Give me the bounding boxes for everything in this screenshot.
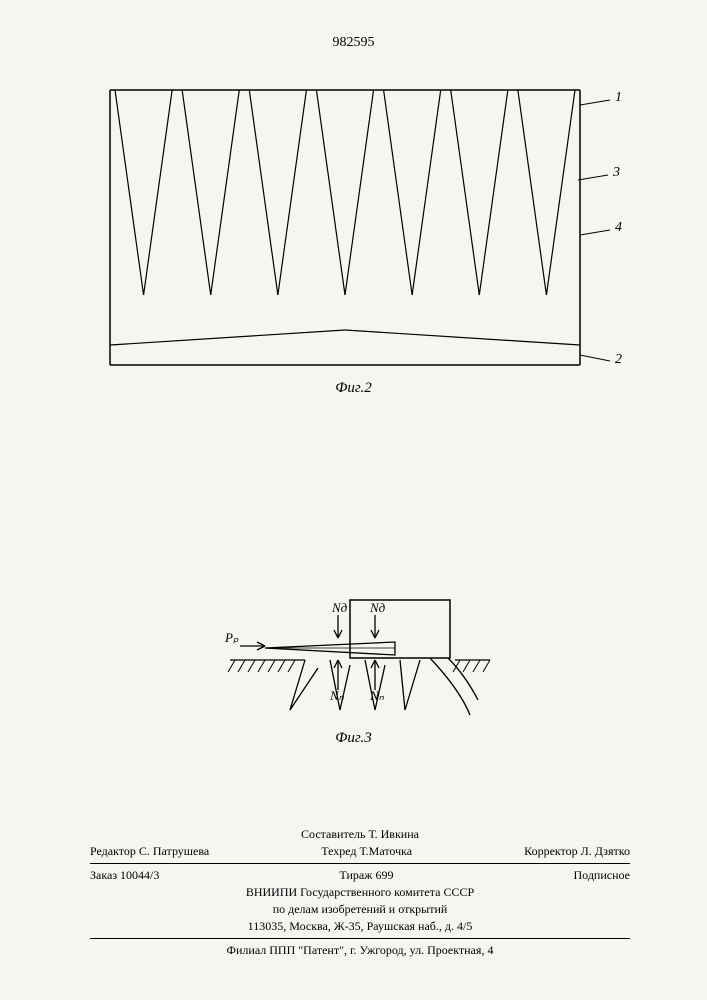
force-nd-left-label: Nд bbox=[332, 600, 347, 616]
org-line-1: ВНИИПИ Государственного комитета СССР bbox=[90, 885, 630, 900]
tooth-edge bbox=[546, 90, 575, 295]
tooth-edge bbox=[384, 90, 413, 295]
compiler: Составитель Т. Ивкина bbox=[90, 827, 630, 842]
tooth-edge bbox=[278, 90, 307, 295]
ref-label-4: 4 bbox=[615, 220, 622, 235]
ref-leader bbox=[580, 230, 610, 235]
ref-leader bbox=[578, 175, 608, 180]
force-pp-label: Pₚ bbox=[225, 630, 239, 646]
force-nd-right-arrow bbox=[371, 615, 379, 638]
ridge-right bbox=[345, 330, 580, 345]
document-number: 982595 bbox=[0, 35, 707, 51]
ref-label-3: 3 bbox=[612, 165, 620, 180]
ref-label-1: 1 bbox=[615, 90, 622, 105]
figure-3-caption: Фиг.3 bbox=[0, 730, 707, 747]
tooth-edge bbox=[518, 90, 547, 295]
tooth-edge bbox=[211, 90, 240, 295]
ref-leader bbox=[580, 100, 610, 105]
divider-2 bbox=[90, 938, 630, 939]
ridge-left bbox=[110, 330, 345, 345]
imprint-credits-row: Редактор С. Патрушева Техред Т.Маточка К… bbox=[90, 844, 630, 859]
tooth-edge bbox=[316, 90, 345, 295]
techred: Техред Т.Маточка bbox=[321, 844, 412, 859]
figure-3: Pₚ Nд Nд Nₙ Nₙ bbox=[230, 560, 480, 730]
imprint-order-row: Заказ 10044/3 Тираж 699 Подписное bbox=[90, 868, 630, 883]
force-nd-left-arrow bbox=[334, 615, 342, 638]
figure-2: 1342 bbox=[110, 85, 580, 365]
tooth-edge bbox=[451, 90, 480, 295]
tooth-edge bbox=[182, 90, 211, 295]
tirazh: Тираж 699 bbox=[339, 868, 393, 883]
branch: Филиал ППП "Патент", г. Ужгород, ул. Про… bbox=[90, 943, 630, 958]
tooth-edge bbox=[412, 90, 441, 295]
force-nn-right-arrow bbox=[371, 660, 379, 690]
imprint-block: Составитель Т. Ивкина Редактор С. Патруш… bbox=[90, 825, 630, 960]
divider-1 bbox=[90, 863, 630, 864]
force-nn-left-label: Nₙ bbox=[330, 688, 344, 704]
editor: Редактор С. Патрушева bbox=[90, 844, 209, 859]
tooth-edge bbox=[479, 90, 508, 295]
tooth-edge bbox=[144, 90, 173, 295]
force-nn-right-label: Nₙ bbox=[370, 688, 384, 704]
figure-2-caption: Фиг.2 bbox=[0, 380, 707, 397]
org-line-2: по делам изобретений и открытий bbox=[90, 902, 630, 917]
address: 113035, Москва, Ж-35, Раушская наб., д. … bbox=[90, 919, 630, 934]
figure-2-svg: 1 3 4 2 bbox=[110, 85, 640, 385]
tooth-edge bbox=[345, 90, 374, 295]
corrector: Корректор Л. Дзятко bbox=[524, 844, 630, 859]
ground-left bbox=[228, 660, 305, 672]
tooth-edge bbox=[115, 90, 144, 295]
page: 982595 1 3 4 2 Фиг.2 bbox=[0, 0, 707, 1000]
force-nd-right-label: Nд bbox=[370, 600, 385, 616]
order: Заказ 10044/3 bbox=[90, 868, 159, 883]
stump-body bbox=[350, 600, 450, 658]
force-pp-arrow bbox=[240, 642, 265, 650]
tooth-edge bbox=[249, 90, 278, 295]
ref-label-2: 2 bbox=[615, 352, 622, 367]
subscribed: Подписное bbox=[574, 868, 631, 883]
ref-leader bbox=[580, 355, 610, 361]
wedge-tool bbox=[265, 642, 395, 655]
roots bbox=[290, 658, 478, 715]
figure-3-svg bbox=[230, 560, 490, 740]
